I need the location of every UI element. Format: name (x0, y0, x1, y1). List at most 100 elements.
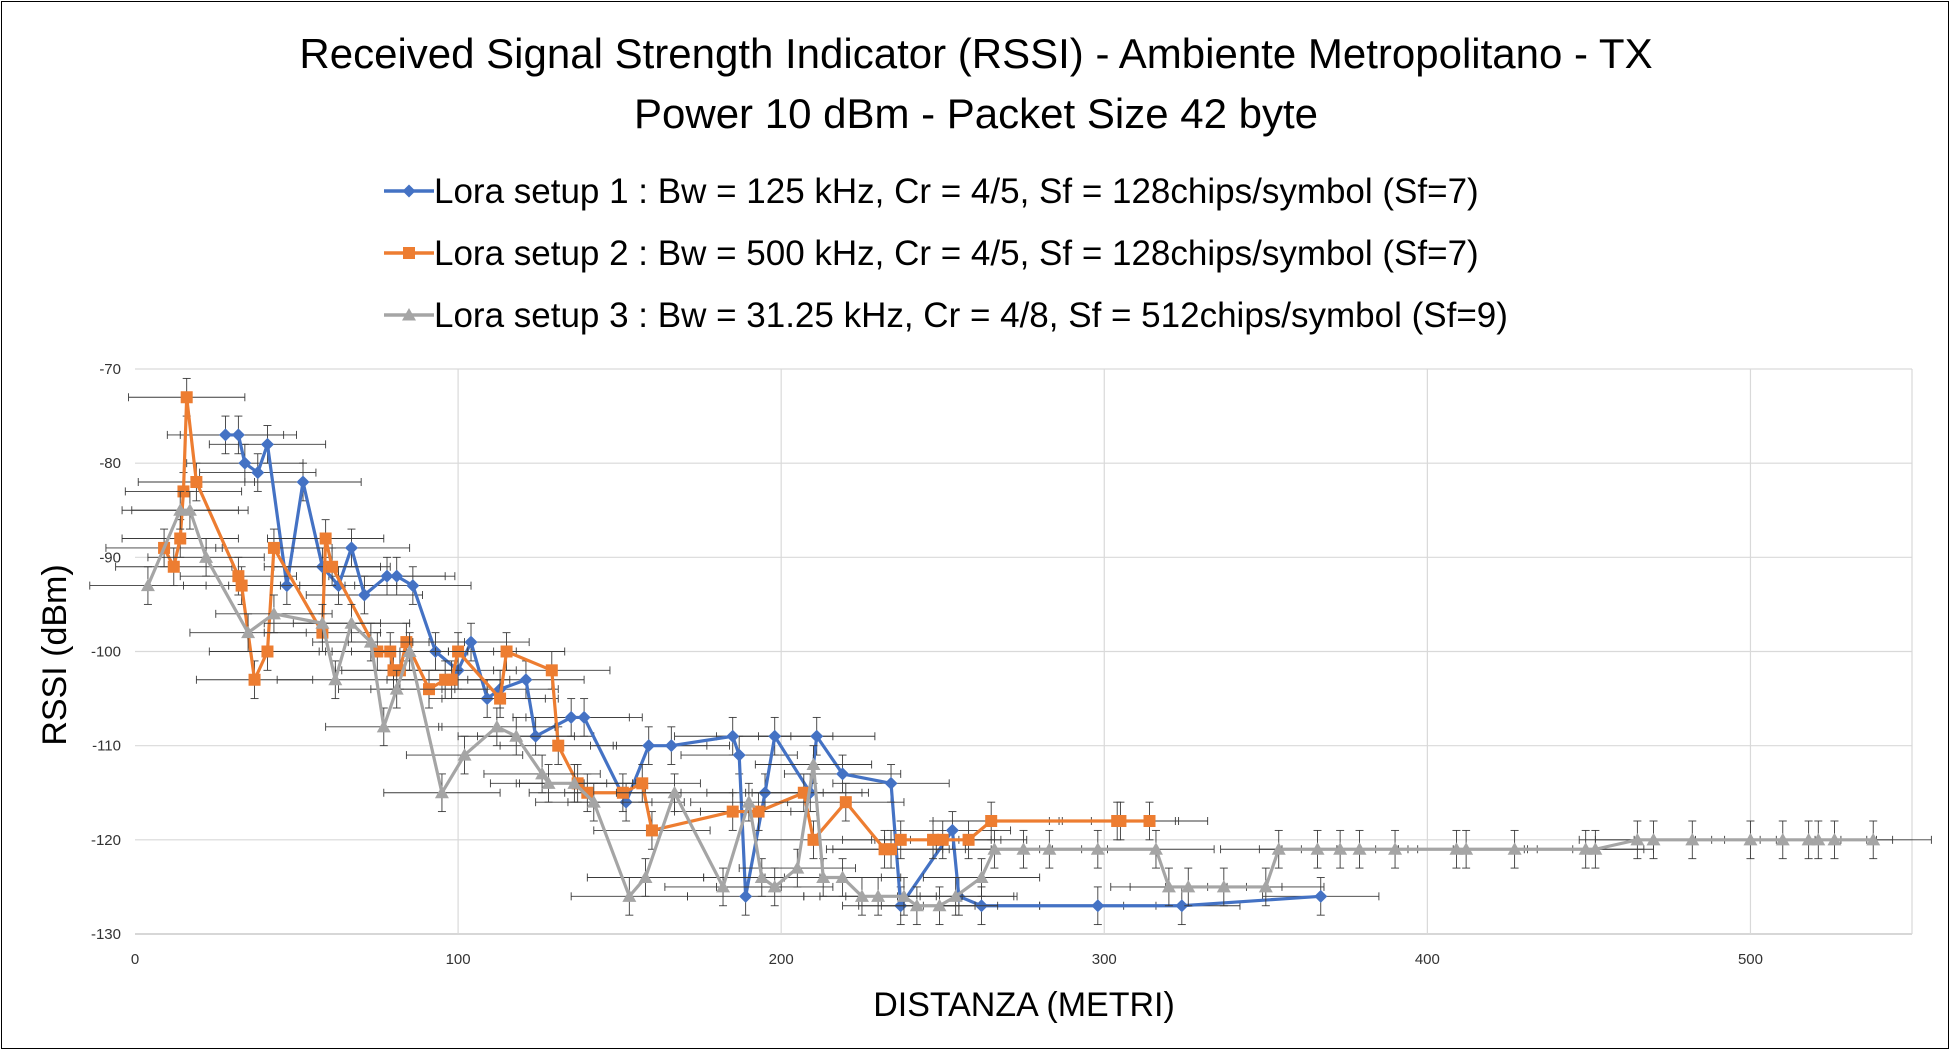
data-point (235, 579, 248, 592)
data-point (406, 579, 420, 593)
x-tick-label: 200 (769, 951, 794, 968)
y-tick-label: -100 (91, 644, 121, 661)
data-point (807, 833, 820, 846)
data-point (716, 879, 731, 893)
data-point (390, 569, 404, 583)
data-point (767, 879, 782, 893)
data-point (218, 428, 232, 442)
data-point (1181, 879, 1196, 893)
y-tick-label: -120 (91, 832, 121, 849)
data-point (231, 428, 245, 442)
data-point (1578, 842, 1593, 855)
data-point (1866, 832, 1881, 846)
x-axis-title: DISTANZA (METRI) (873, 986, 1175, 1024)
data-point (376, 719, 391, 733)
data-point (1507, 842, 1522, 855)
data-point (326, 560, 339, 573)
data-point (1091, 899, 1105, 913)
data-point (810, 729, 824, 743)
data-point (1258, 879, 1273, 893)
data-point (836, 767, 850, 781)
data-point (645, 824, 658, 837)
data-point (581, 786, 594, 799)
legend-marker (402, 308, 416, 321)
data-point (1388, 842, 1403, 855)
data-point (884, 776, 898, 790)
data-point (535, 766, 550, 780)
data-point (642, 739, 656, 753)
data-point (541, 776, 556, 789)
data-point (985, 815, 998, 827)
data-point (489, 719, 504, 733)
data-point (1775, 832, 1790, 846)
data-point (238, 456, 252, 470)
data-point (494, 692, 507, 705)
data-point (1801, 832, 1816, 846)
x-axis-ticks: 0 100 200 300 400 500 (131, 951, 1763, 968)
data-point (896, 889, 911, 902)
data-point (667, 785, 682, 799)
data-point (741, 795, 756, 808)
data-point (1811, 832, 1826, 846)
data-point (948, 889, 963, 902)
data-point (754, 870, 769, 883)
data-point (1352, 842, 1367, 855)
data-point (509, 729, 524, 742)
data-point (1114, 815, 1127, 827)
data-point (790, 861, 805, 874)
data-point (1148, 842, 1163, 855)
data-point (173, 503, 188, 516)
data-point (199, 550, 214, 563)
y-tick-label: -90 (99, 549, 121, 566)
data-point (1827, 832, 1842, 846)
data-point (974, 870, 989, 883)
data-point (909, 898, 924, 912)
data-point (927, 833, 940, 846)
y-tick-label: -110 (92, 738, 121, 755)
data-point (434, 785, 449, 799)
data-point (1042, 842, 1057, 855)
data-point (552, 739, 565, 752)
data-point (357, 588, 371, 602)
data-point (500, 645, 513, 658)
data-point (545, 664, 558, 677)
data-point (1646, 832, 1661, 846)
series-line (146, 508, 1874, 908)
data-point (241, 625, 256, 639)
data-point (1161, 879, 1176, 893)
legend-label: Lora setup 1 : Bw = 125 kHz, Cr = 4/5, S… (434, 172, 1479, 211)
data-point (816, 870, 831, 883)
data-point (267, 541, 280, 554)
data-point (457, 748, 472, 761)
legend-label: Lora setup 3 : Bw = 31.25 kHz, Cr = 4/8,… (434, 296, 1508, 335)
data-point (894, 833, 907, 846)
data-point (402, 644, 417, 657)
legend-marker (402, 184, 416, 198)
data-point (1459, 842, 1474, 855)
data-point (248, 673, 261, 686)
legend-label: Lora setup 2 : Bw = 500 kHz, Cr = 4/5, S… (434, 234, 1479, 273)
x-tick-label: 100 (446, 951, 471, 968)
data-point (936, 833, 949, 846)
data-point (1588, 842, 1603, 855)
data-point (962, 833, 975, 846)
data-point (586, 795, 601, 808)
data-point (1310, 842, 1325, 855)
y-axis-ticks: -70 -80 -90 -100 -110 -120 -130 (91, 361, 121, 943)
data-point (885, 843, 898, 856)
data-point (636, 777, 649, 790)
data-point (519, 673, 533, 687)
data-point (564, 710, 578, 724)
data-point (389, 682, 404, 695)
data-point (1090, 842, 1105, 855)
data-point (752, 805, 765, 818)
data-point (140, 578, 155, 592)
legend: Lora setup 1 : Bw = 125 kHz, Cr = 4/5, S… (384, 172, 1508, 335)
data-point (315, 616, 330, 629)
data-point (871, 889, 886, 902)
data-point (363, 635, 378, 648)
data-point (987, 842, 1002, 855)
data-point (174, 532, 187, 545)
chart-title-line-2: Power 10 dBm - Packet Size 42 byte (634, 90, 1318, 137)
